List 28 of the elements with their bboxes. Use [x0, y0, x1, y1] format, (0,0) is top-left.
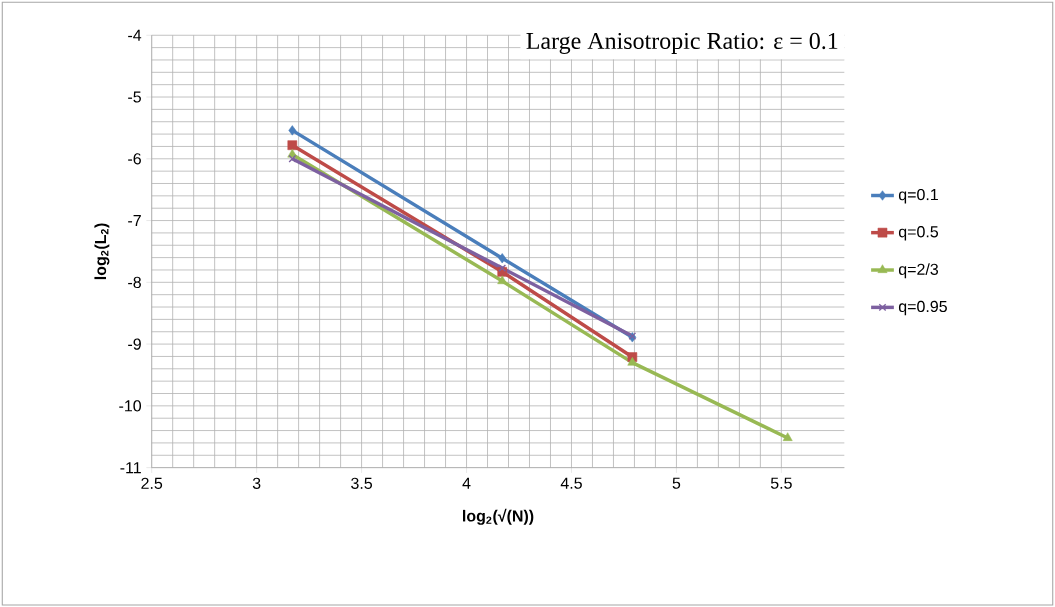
x-tick-label: 5: [672, 477, 681, 489]
y-tick-label: -11: [120, 462, 141, 474]
x-tick-label: 3: [252, 477, 261, 489]
point: [498, 253, 507, 264]
x-tick-label: 2.5: [141, 477, 163, 489]
legend-label: q=0.5: [898, 225, 939, 241]
y-tick-label: -7: [128, 214, 141, 226]
y-axis-title: log$_{2}$(L$_{2}$): [94, 223, 110, 280]
y-tick-label: -4: [128, 29, 142, 41]
point: [287, 140, 298, 150]
point: [288, 125, 297, 136]
legend-label: q=2/3: [898, 263, 939, 279]
y-tick-label: -10: [119, 400, 142, 412]
point: [498, 264, 507, 272]
chart-title: Large Anisotropic Ratio: ε = 0.1: [526, 32, 838, 54]
x-tick-label: 3.5: [351, 477, 373, 489]
y-tick-label: -6: [128, 153, 141, 165]
y-tick-label: -8: [128, 276, 141, 288]
legend-label: q=0.95: [898, 300, 947, 316]
legend-label: q=0.1: [898, 188, 938, 204]
point: [288, 154, 297, 163]
y-tick-label: -5: [128, 91, 141, 103]
x-tick-label: 5.5: [770, 477, 792, 489]
x-tick-label: 4.5: [560, 477, 582, 489]
y-tick-label: -9: [128, 338, 141, 350]
x-axis-title: log$_{2}$(√(N)): [463, 508, 534, 525]
point: [782, 432, 793, 441]
x-tick-label: 4: [462, 477, 471, 489]
